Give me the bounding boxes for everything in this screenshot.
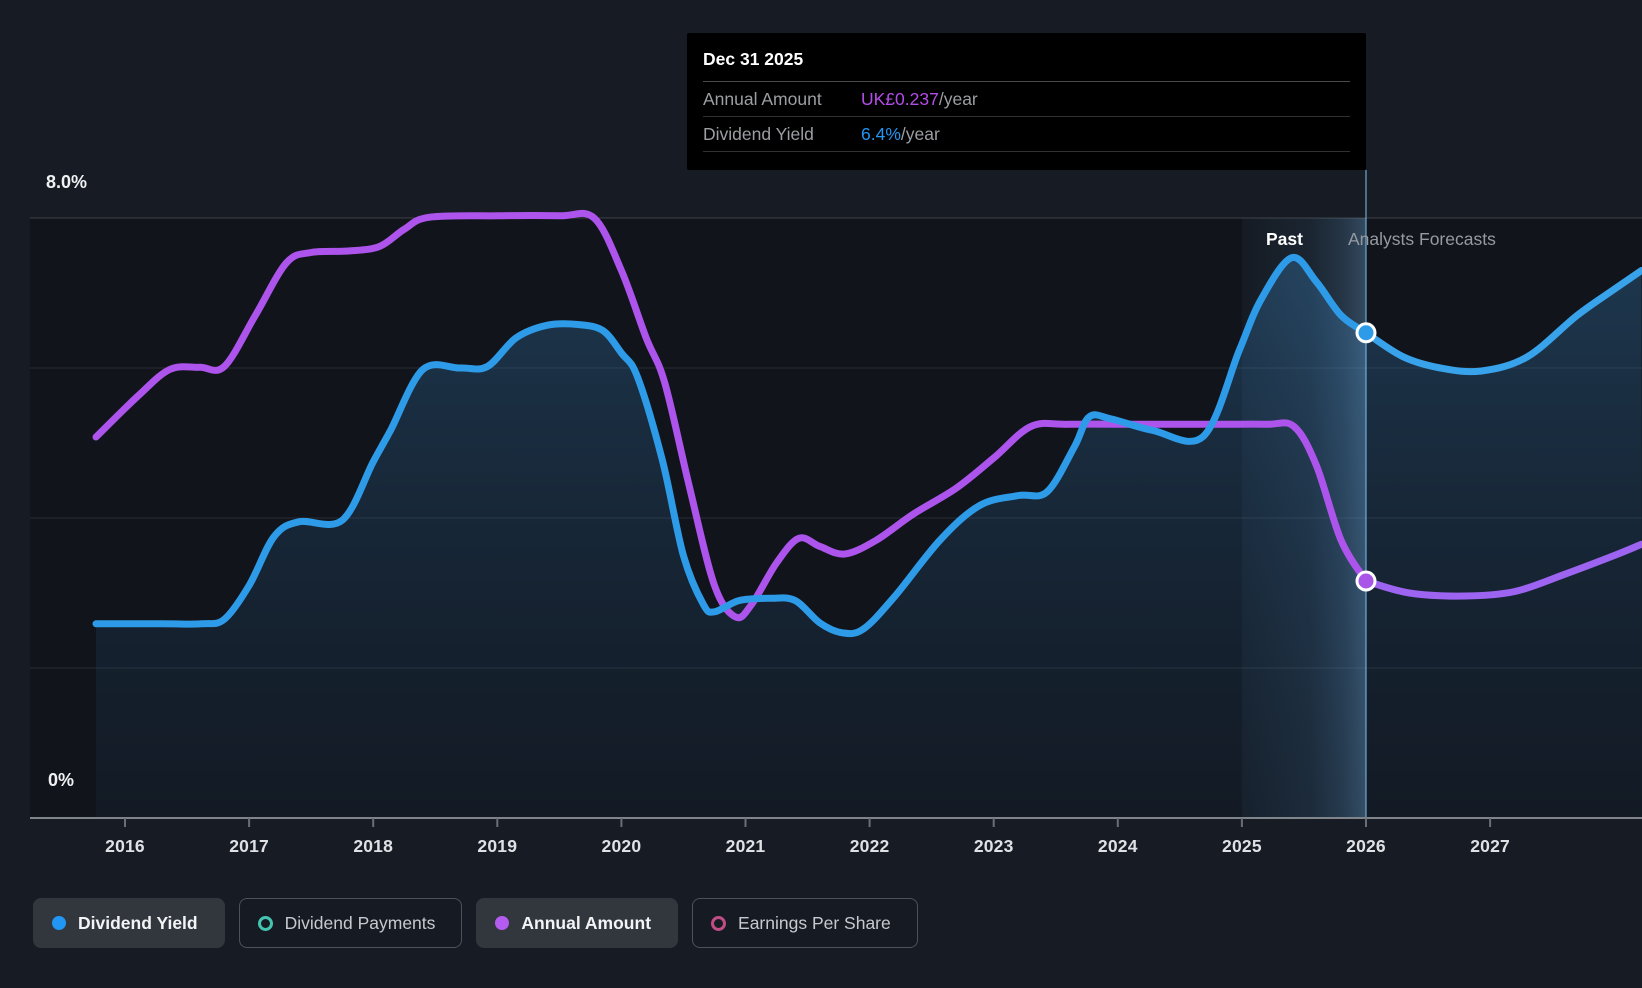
annual-amount-marker[interactable] <box>1358 573 1374 589</box>
y-axis-label-top: 8.0% <box>46 172 88 192</box>
chart-legend: Dividend Yield Dividend Payments Annual … <box>33 898 918 948</box>
tooltip-dividend-yield-label: Dividend Yield <box>703 124 814 144</box>
tooltip-annual-amount-suffix: /year <box>938 89 978 109</box>
tooltip-row-dividend-yield: Dividend Yield 6.4%/year <box>703 117 1350 152</box>
tooltip-date: Dec 31 2025 <box>703 33 1350 82</box>
chart-tooltip: Dec 31 2025 Annual Amount UK£0.237/year D… <box>687 33 1366 170</box>
legend-dividend-yield-button[interactable]: Dividend Yield <box>33 898 225 948</box>
legend-annual-amount-button[interactable]: Annual Amount <box>476 898 679 948</box>
x-axis-label-2020: 2020 <box>601 836 642 856</box>
earnings-per-share-ring-icon <box>711 915 727 931</box>
x-axis-label-2023: 2023 <box>973 836 1014 856</box>
annual-amount-line-forecast <box>1362 540 1642 600</box>
tooltip-row-annual-amount: Annual Amount UK£0.237/year <box>703 82 1350 117</box>
x-axis-label-2018: 2018 <box>353 836 394 856</box>
x-axis-label-2026: 2026 <box>1346 836 1386 856</box>
legend-dividend-payments-label: Dividend Payments <box>284 912 436 933</box>
analysts-forecasts-label: Analysts Forecasts <box>1348 229 1496 249</box>
dividend-yield-dot-icon <box>52 916 66 930</box>
dividend-yield-line-forecast <box>1362 267 1642 376</box>
legend-dividend-yield-label: Dividend Yield <box>78 912 198 933</box>
legend-annual-amount-label: Annual Amount <box>521 912 652 933</box>
legend-dividend-payments-button[interactable]: Dividend Payments <box>238 898 463 948</box>
dividend-yield-line-past <box>92 254 1370 638</box>
annual-amount-dot-icon <box>495 916 510 930</box>
x-axis-label-2027: 2027 <box>1470 836 1510 856</box>
x-axis-label-2021: 2021 <box>725 836 766 856</box>
x-axis-label-2024: 2024 <box>1097 836 1138 856</box>
tooltip-annual-amount-value: UK£0.237 <box>861 89 939 109</box>
x-axis-label-2019: 2019 <box>477 836 518 856</box>
series-lines <box>92 209 1642 638</box>
data-point-markers <box>1355 322 1377 592</box>
x-axis-ticks <box>124 818 1492 827</box>
past-label: Past <box>1266 229 1303 249</box>
x-axis-label-2017: 2017 <box>229 836 269 856</box>
legend-earnings-per-share-label: Earnings Per Share <box>738 912 891 933</box>
tooltip-dividend-yield-suffix: /year <box>900 124 940 144</box>
dividend-payments-ring-icon <box>257 915 273 931</box>
tooltip-dividend-yield-value: 6.4% <box>861 124 901 144</box>
legend-earnings-per-share-button[interactable]: Earnings Per Share <box>692 898 918 948</box>
tooltip-annual-amount-label: Annual Amount <box>703 89 822 109</box>
y-axis-label-bottom: 0% <box>48 770 75 790</box>
x-axis-label-2025: 2025 <box>1222 836 1262 856</box>
x-axis-label-2022: 2022 <box>849 836 890 856</box>
x-axis-label-2016: 2016 <box>105 836 145 856</box>
dividend-yield-marker[interactable] <box>1358 325 1374 341</box>
